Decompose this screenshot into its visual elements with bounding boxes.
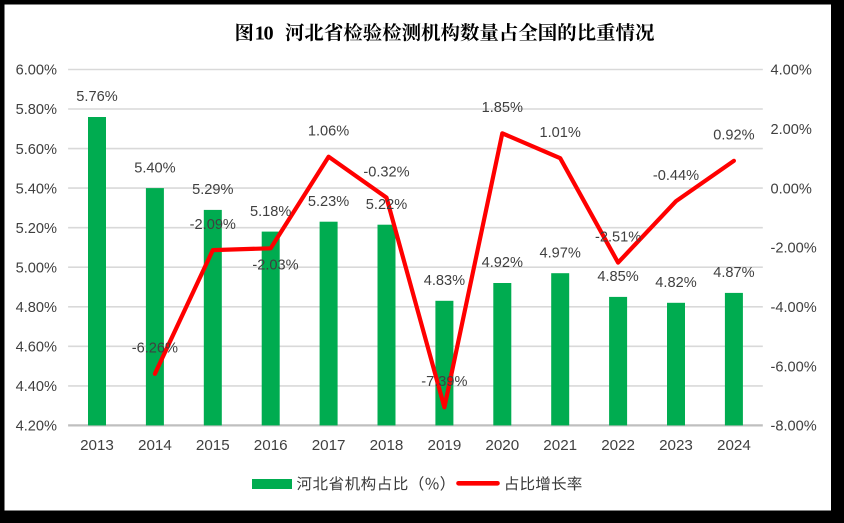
svg-text:-0.32%: -0.32%: [363, 165, 409, 181]
svg-text:1.01%: 1.01%: [540, 125, 581, 141]
svg-text:10: 10: [255, 23, 274, 45]
svg-text:5.76%: 5.76%: [76, 89, 117, 105]
svg-text:-6.26%: -6.26%: [132, 341, 178, 357]
svg-text:0.00%: 0.00%: [771, 181, 812, 197]
svg-text:2016: 2016: [254, 437, 288, 454]
svg-text:2017: 2017: [312, 437, 346, 454]
svg-text:4.00%: 4.00%: [771, 63, 812, 79]
svg-text:-6.00%: -6.00%: [771, 359, 817, 375]
svg-text:-2.51%: -2.51%: [595, 230, 641, 246]
svg-text:2024: 2024: [717, 437, 751, 454]
svg-text:2023: 2023: [659, 437, 693, 454]
svg-text:2015: 2015: [196, 437, 230, 454]
svg-text:5.40%: 5.40%: [134, 160, 175, 176]
svg-text:-2.03%: -2.03%: [252, 258, 298, 274]
svg-text:5.40%: 5.40%: [16, 181, 57, 197]
svg-text:5.22%: 5.22%: [366, 197, 407, 213]
svg-text:1.06%: 1.06%: [308, 124, 349, 140]
svg-text:-8.00%: -8.00%: [771, 419, 817, 435]
svg-text:-0.44%: -0.44%: [653, 168, 699, 184]
svg-text:4.85%: 4.85%: [597, 269, 638, 285]
svg-text:0.92%: 0.92%: [713, 128, 754, 144]
svg-text:-7.39%: -7.39%: [421, 374, 467, 390]
svg-text:5.80%: 5.80%: [16, 102, 57, 118]
svg-text:4.82%: 4.82%: [655, 275, 696, 291]
svg-text:2021: 2021: [543, 437, 577, 454]
svg-text:2020: 2020: [485, 437, 519, 454]
svg-text:5.60%: 5.60%: [16, 142, 57, 158]
svg-text:-2.00%: -2.00%: [771, 241, 817, 257]
svg-text:2019: 2019: [428, 437, 462, 454]
svg-text:-4.00%: -4.00%: [771, 300, 817, 316]
svg-text:4.20%: 4.20%: [16, 419, 57, 435]
svg-text:4.83%: 4.83%: [424, 273, 465, 289]
svg-text:4.40%: 4.40%: [16, 379, 57, 395]
svg-text:5.23%: 5.23%: [308, 194, 349, 210]
svg-text:5.00%: 5.00%: [16, 260, 57, 276]
svg-text:4.97%: 4.97%: [540, 245, 581, 261]
svg-text:4.80%: 4.80%: [16, 300, 57, 316]
svg-text:5.18%: 5.18%: [250, 204, 291, 220]
svg-text:4.60%: 4.60%: [16, 340, 57, 356]
svg-text:5.20%: 5.20%: [16, 221, 57, 237]
svg-text:2013: 2013: [80, 437, 114, 454]
svg-text:2.00%: 2.00%: [771, 122, 812, 138]
svg-text:-2.09%: -2.09%: [190, 217, 236, 233]
svg-text:2022: 2022: [601, 437, 635, 454]
svg-text:5.29%: 5.29%: [192, 182, 233, 198]
svg-text:4.92%: 4.92%: [482, 255, 523, 271]
svg-text:1.85%: 1.85%: [482, 100, 523, 116]
svg-text:2014: 2014: [138, 437, 172, 454]
svg-text:6.00%: 6.00%: [16, 63, 57, 79]
svg-text:4.87%: 4.87%: [713, 265, 754, 281]
svg-text:2018: 2018: [370, 437, 404, 454]
